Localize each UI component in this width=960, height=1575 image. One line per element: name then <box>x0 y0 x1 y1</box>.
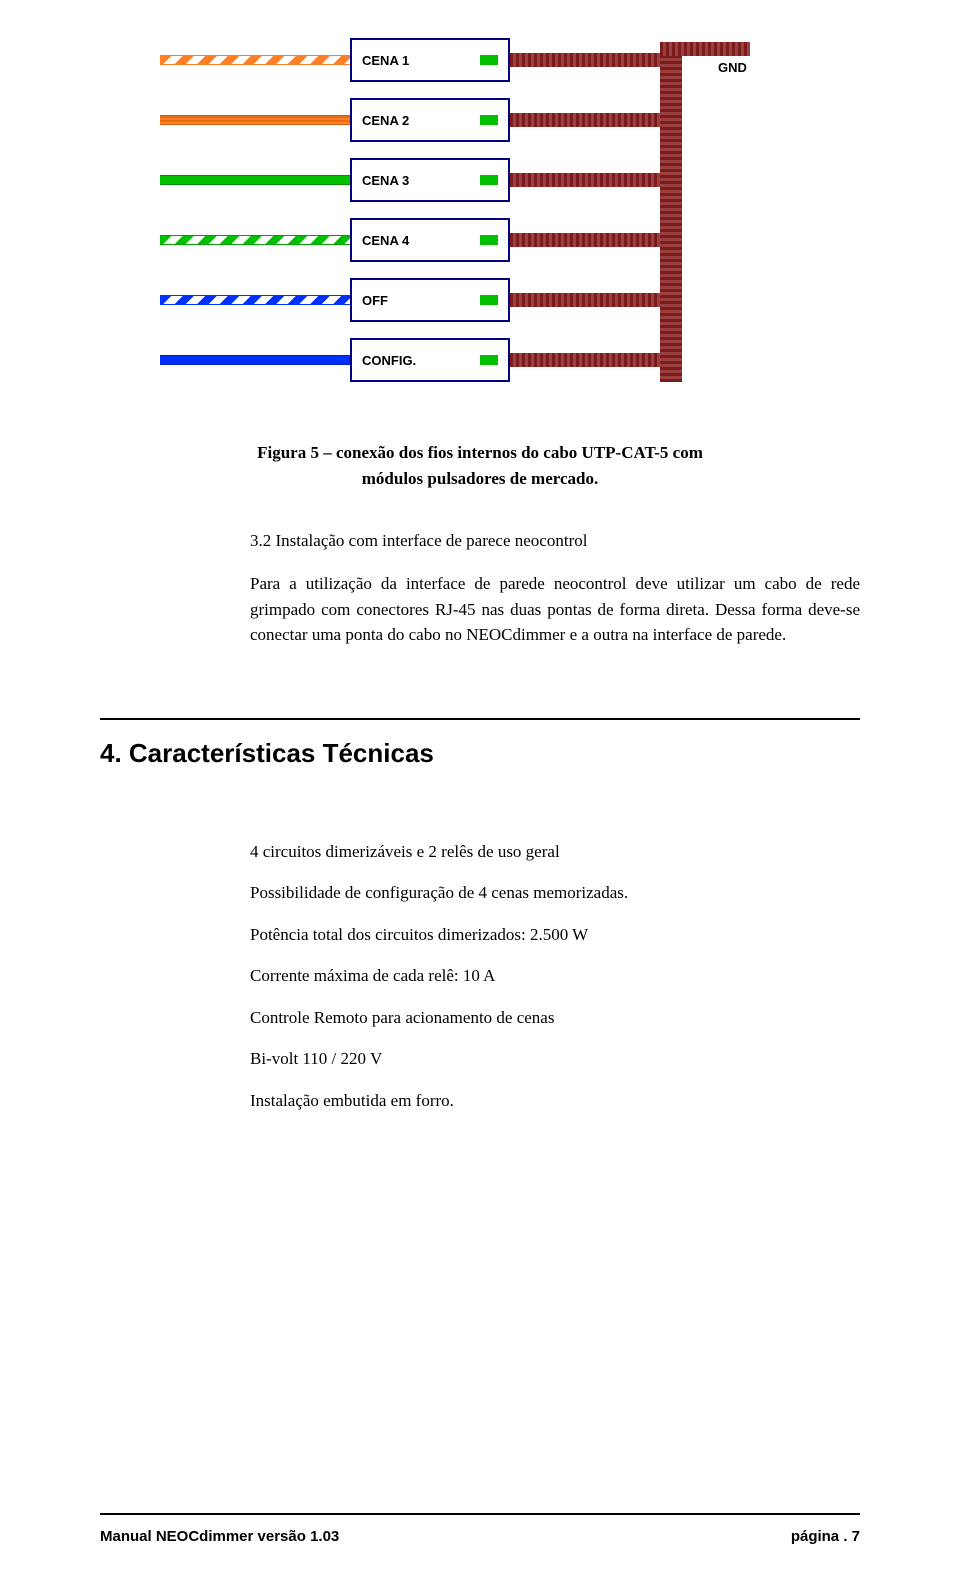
page-footer: Manual NEOCdimmer versão 1.03 página . 7 <box>100 1528 860 1545</box>
gnd-bus-vertical <box>660 42 682 382</box>
wire-green-solid <box>160 175 350 185</box>
footer-right: página . 7 <box>791 1528 860 1545</box>
paragraph: Para a utilização da interface de parede… <box>250 571 860 648</box>
module-label: CONFIG. <box>362 353 416 368</box>
module-bus <box>510 173 660 187</box>
figure-caption: Figura 5 – conexão dos fios internos do … <box>100 440 860 491</box>
module-label: OFF <box>362 293 388 308</box>
module-led <box>480 175 498 185</box>
module-box: OFF <box>350 278 510 322</box>
module-led <box>480 55 498 65</box>
module-led <box>480 235 498 245</box>
gnd-label: GND <box>718 60 747 75</box>
wire-green-stripe <box>160 235 350 245</box>
module-label: CENA 3 <box>362 173 409 188</box>
wire-orange-stripe <box>160 55 350 65</box>
module-bus <box>510 293 660 307</box>
module-bus <box>510 53 660 67</box>
module-label: CENA 4 <box>362 233 409 248</box>
module-bus <box>510 113 660 127</box>
spec-item: Bi-volt 110 / 220 V <box>250 1046 860 1072</box>
module-box: CONFIG. <box>350 338 510 382</box>
module-label: CENA 2 <box>362 113 409 128</box>
module-bus <box>510 353 660 367</box>
spec-item: Possibilidade de configuração de 4 cenas… <box>250 880 860 906</box>
module-label: CENA 1 <box>362 53 409 68</box>
wire-blue-solid <box>160 355 350 365</box>
module-bus <box>510 233 660 247</box>
caption-line1: Figura 5 – conexão dos fios internos do … <box>257 443 703 462</box>
module-led <box>480 295 498 305</box>
spec-list: 4 circuitos dimerizáveis e 2 relês de us… <box>250 839 860 1114</box>
gnd-bus-top <box>660 42 750 56</box>
spec-item: Potência total dos circuitos dimerizados… <box>250 922 860 948</box>
footer-left: Manual NEOCdimmer versão 1.03 <box>100 1528 339 1545</box>
spec-item: 4 circuitos dimerizáveis e 2 relês de us… <box>250 839 860 865</box>
spec-item: Controle Remoto para acionamento de cena… <box>250 1005 860 1031</box>
module-box: CENA 2 <box>350 98 510 142</box>
section-title: 4. Características Técnicas <box>100 738 860 769</box>
module-box: CENA 3 <box>350 158 510 202</box>
spec-item: Corrente máxima de cada relê: 10 A <box>250 963 860 989</box>
wire-blue-stripe <box>160 295 350 305</box>
footer-rule <box>100 1513 860 1515</box>
section-rule <box>100 718 860 720</box>
module-led <box>480 355 498 365</box>
wire-orange-solid <box>160 115 350 125</box>
wiring-diagram: GND CENA 1 CENA 2 CENA 3 CENA 4 OFF CONFIG. <box>200 30 760 410</box>
module-led <box>480 115 498 125</box>
spec-item: Instalação embutida em forro. <box>250 1088 860 1114</box>
module-box: CENA 1 <box>350 38 510 82</box>
caption-line2: módulos pulsadores de mercado. <box>362 469 598 488</box>
subsection-heading: 3.2 Instalação com interface de parece n… <box>250 531 860 551</box>
module-box: CENA 4 <box>350 218 510 262</box>
